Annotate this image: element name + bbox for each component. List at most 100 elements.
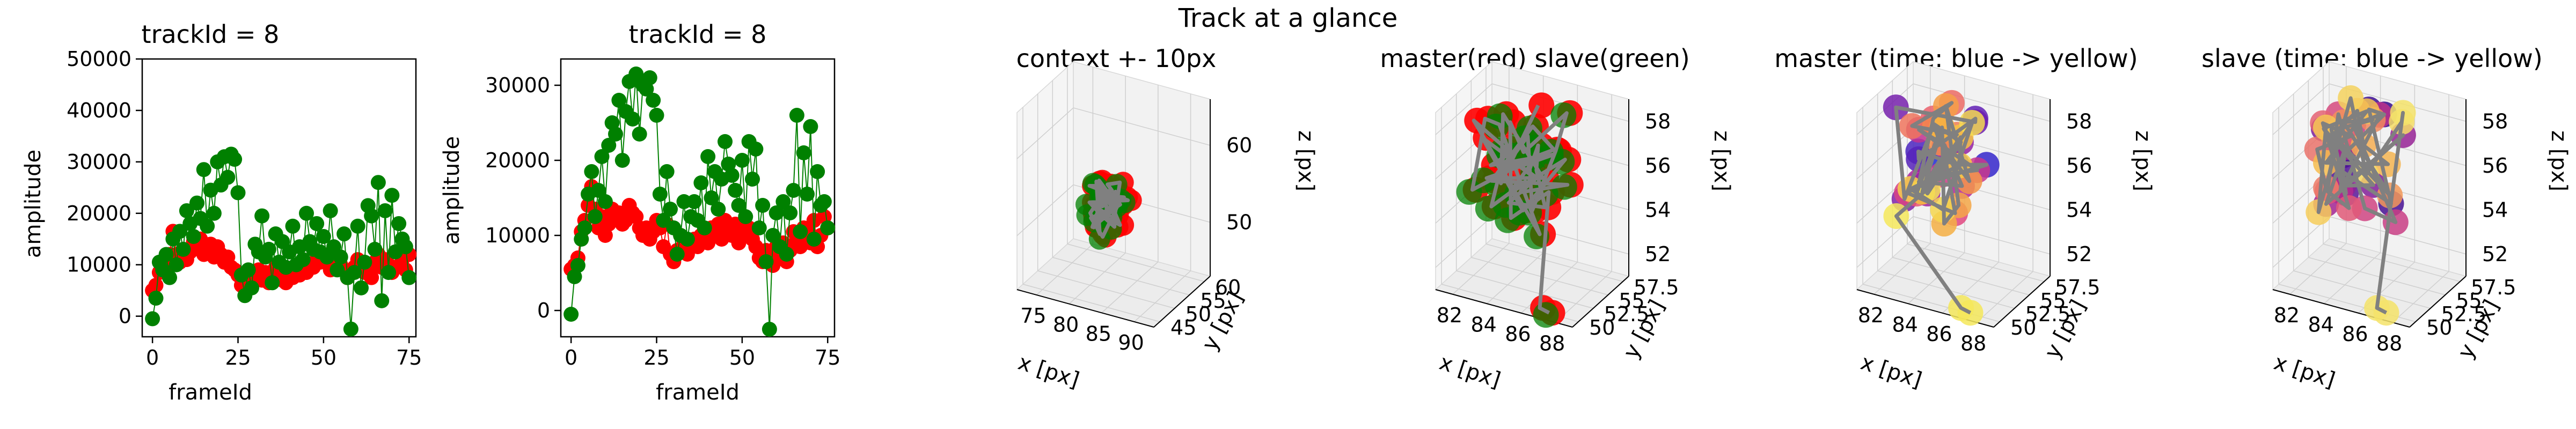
data-point [316,228,331,244]
panel-1-ylabel: amplitude [21,150,46,258]
grid-line [1073,107,1211,146]
data-point [789,108,804,123]
data-point [265,275,280,291]
data-point [323,203,338,218]
data-point [567,269,582,284]
data-point [758,254,774,269]
data-point [728,183,743,198]
panel-3-xlabel: x [px] [1015,350,1082,393]
axis-line [1572,276,1629,328]
data-point [330,262,345,278]
panel-6-zlabel: z [px] [2546,130,2571,191]
z-tick-label: 50 [1226,211,1252,234]
panel-5-title: master (time: blue -> yellow) [1774,44,2138,73]
data-point [646,93,661,108]
slave-point [1533,302,1559,328]
data-point [800,187,815,202]
data-point [570,258,586,273]
z-tick-label: 54 [2066,198,2092,221]
grid-line [1856,128,1914,180]
x-tick-label: 85 [1086,322,1111,345]
data-point [642,70,657,85]
panel-amplitude-2: trackId = 8 frameId amplitude 0 25 50 75 0 10… [440,20,840,405]
data-point [564,307,579,322]
data-point [611,93,627,108]
y-tick-label: 52.5 [2441,302,2487,326]
data-point [751,220,767,235]
x-tick-label: 90 [1118,331,1144,354]
y-tick-label: 40000 [67,99,131,122]
data-point [200,218,215,234]
data-point [738,209,753,224]
data-point [309,216,325,231]
data-point [189,195,204,211]
grid-line [1016,107,1074,159]
data-point [769,205,784,220]
track-line [1894,101,1989,315]
pane [1016,61,1074,291]
data-point [676,194,692,209]
data-point [700,235,716,250]
panel-4-zlabel: z [px] [1709,130,1734,191]
data-point [577,220,592,235]
data-point [597,194,613,209]
x-tick-label: 0 [146,346,159,369]
grid-line [2323,243,2461,282]
axes-frame [560,58,836,338]
y-tick-label: 30000 [67,150,131,174]
slave-point [1456,179,1482,205]
y-tick-label: 50 [1589,316,1615,339]
grid-line [1069,253,1126,305]
data-point [374,293,390,308]
data-point [700,149,716,164]
data-point [145,311,160,327]
data-point [364,270,379,285]
z-tick-label: 60 [1226,134,1252,157]
data-point [639,82,654,97]
y-tick-label: 55 [1619,289,1644,313]
data-point [793,224,808,239]
data-point [796,145,811,160]
data-point [632,127,647,142]
track-line [2315,96,2405,315]
data-point [679,232,695,247]
data-point [220,169,236,185]
data-point [656,213,671,228]
axis-line [1016,289,1154,328]
grid-line [2308,257,2446,295]
panel-1-title: trackId = 8 [142,20,280,49]
data-point [601,138,617,153]
x-tick-label: 88 [1539,331,1565,355]
data-point [718,134,733,149]
y-tick-label: 57.5 [2471,276,2516,299]
data-point [357,254,372,270]
figure-suptitle: Track at a glance [1178,3,1398,33]
grid-line [1520,262,1578,314]
data-point [364,208,379,224]
y-tick-label: 0 [119,305,131,328]
data-point [779,247,794,262]
data-point [628,66,644,82]
data-point [748,142,764,157]
data-point [614,153,630,168]
data-point [693,175,709,190]
panel-3d-master-time: master (time: blue -> yellow) x [px] y [… [1774,44,2155,393]
data-point [704,190,719,205]
y-tick-label: 50 [2426,316,2452,339]
data-point [762,322,777,337]
grid-line [1435,216,1492,268]
data-point [803,119,818,134]
data-point [381,265,396,280]
y-tick-label: 57.5 [1634,276,1679,299]
data-point [786,183,801,198]
data-point [765,228,781,243]
data-point [782,205,798,220]
data-point [148,278,164,293]
panel-2-title: trackId = 8 [629,20,767,49]
panel-3-zlabel: z [px] [1293,130,1318,191]
y-tick-label: 0 [537,299,550,322]
x-tick-label: 88 [1960,331,1986,355]
z-tick-label: 54 [1645,198,1671,221]
